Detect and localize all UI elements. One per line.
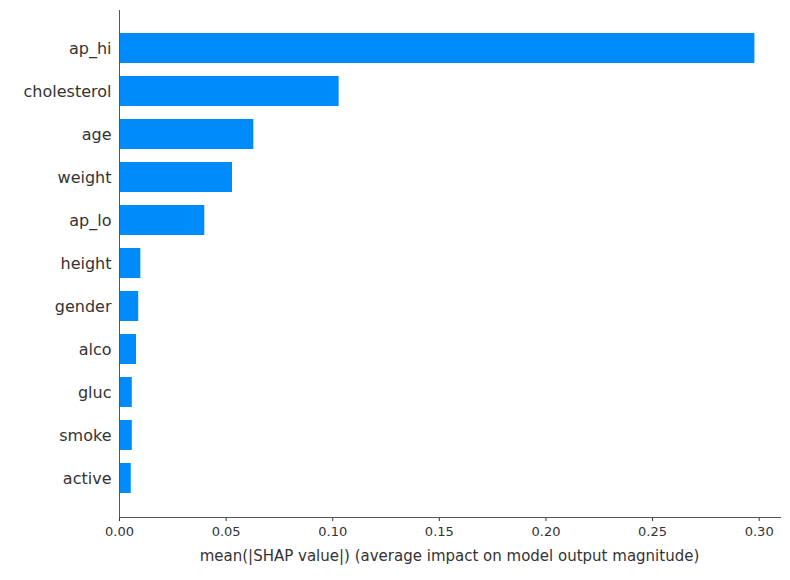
svg-text:ap_lo: ap_lo: [69, 211, 111, 231]
svg-text:gender: gender: [55, 297, 112, 316]
svg-text:0.30: 0.30: [745, 524, 774, 539]
html-text:mean(|SHAP value|) (average im: mean(|SHAP value|) (average impact on mo…: [199, 547, 700, 565]
svg-text:gluc: gluc: [78, 383, 112, 402]
svg-text:weight: weight: [58, 168, 112, 187]
svg-text:0.00: 0.00: [105, 524, 134, 539]
svg-text:alco: alco: [79, 340, 112, 359]
svg-text:0.15: 0.15: [425, 524, 454, 539]
svg-text:0.25: 0.25: [638, 524, 667, 539]
svg-text:cholesterol: cholesterol: [24, 82, 112, 101]
svg-text:height: height: [61, 254, 112, 273]
svg-text:0.20: 0.20: [531, 524, 560, 539]
svg-text:ap_hi: ap_hi: [69, 39, 112, 59]
svg-text:0.05: 0.05: [212, 524, 241, 539]
svg-text:0.10: 0.10: [318, 524, 347, 539]
svg-text:smoke: smoke: [59, 426, 111, 445]
svg-text:active: active: [63, 469, 112, 488]
svg-text:age: age: [82, 125, 112, 144]
